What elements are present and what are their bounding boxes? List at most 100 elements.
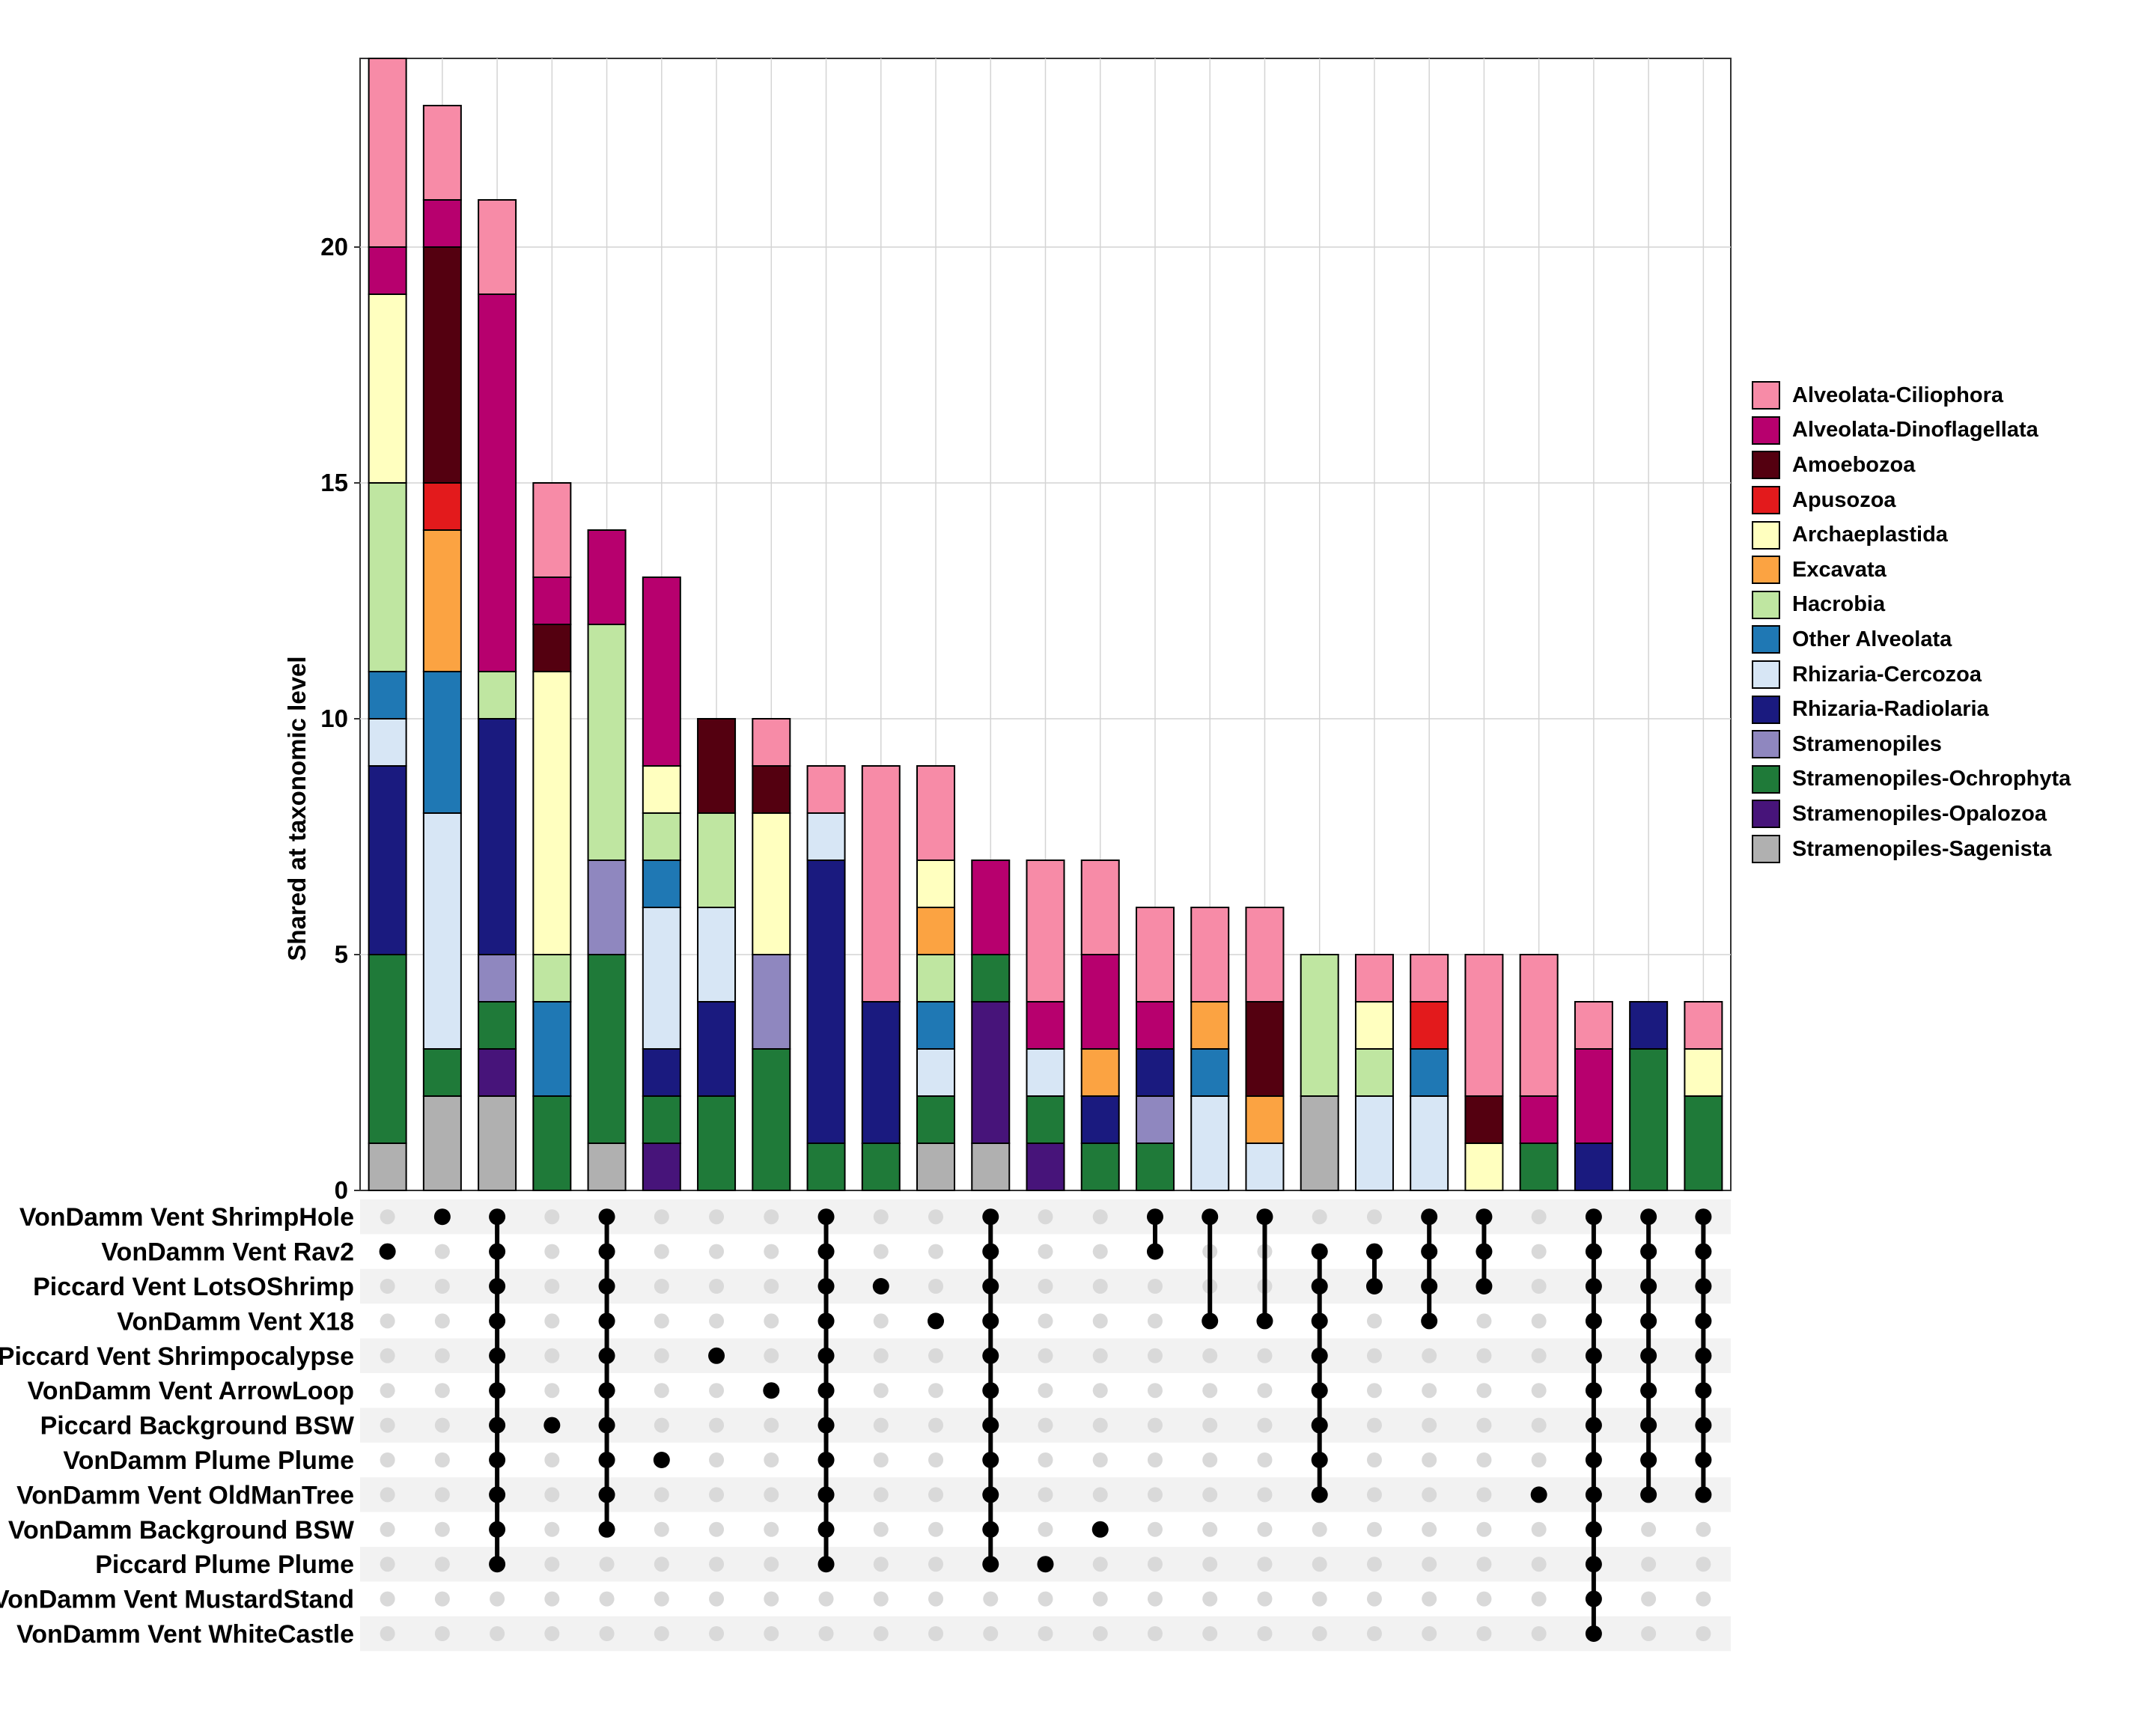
matrix-dot-empty	[1147, 1521, 1163, 1537]
legend-item: Stramenopiles-Opalozoa	[1752, 797, 2071, 832]
bar-segment	[1354, 1095, 1394, 1191]
legend-item: Rhizaria-Radiolaria	[1752, 692, 2071, 727]
set-label: VonDamm Plume Plume	[63, 1446, 354, 1475]
bar-segment	[587, 624, 627, 861]
matrix-dot-filled	[598, 1452, 615, 1468]
matrix-dot-empty	[1476, 1313, 1492, 1329]
bar-segment	[1354, 1048, 1394, 1097]
bar-segment	[916, 765, 956, 861]
matrix-dot-empty	[1202, 1383, 1218, 1399]
legend-item: Stramenopiles-Ochrophyta	[1752, 762, 2071, 797]
matrix-dot-empty	[1092, 1348, 1108, 1363]
matrix-dot-filled	[817, 1521, 835, 1538]
matrix-dot-empty	[1147, 1348, 1163, 1363]
bar-segment	[478, 954, 517, 1003]
bar-segment	[1245, 1001, 1285, 1097]
bar-segment	[1080, 860, 1120, 955]
bar-segment	[752, 718, 791, 767]
matrix-dot-filled	[598, 1521, 615, 1538]
matrix-dot-filled	[1530, 1486, 1547, 1503]
matrix-dot-empty	[1202, 1348, 1218, 1363]
bar-segment	[1080, 1048, 1120, 1097]
bar-segment	[1519, 1143, 1559, 1191]
bar-segment	[861, 1143, 901, 1191]
bar-segment	[368, 718, 407, 767]
bar-segment	[368, 954, 407, 1144]
bar-segment	[422, 1095, 462, 1191]
matrix-dot-filled	[1640, 1208, 1657, 1226]
matrix-dot-filled	[433, 1208, 451, 1226]
matrix-dot-empty	[1257, 1591, 1273, 1607]
bar-segment	[642, 860, 681, 908]
matrix-dot-empty	[709, 1557, 725, 1572]
matrix-dot-empty	[1531, 1383, 1547, 1399]
matrix-dot-filled	[872, 1278, 889, 1294]
matrix-dot-filled	[817, 1278, 835, 1294]
matrix-dot-empty	[380, 1487, 395, 1503]
matrix-dot-filled	[1585, 1556, 1602, 1573]
matrix-dot-empty	[654, 1521, 669, 1537]
matrix-dot-empty	[1038, 1209, 1053, 1225]
matrix-dot-filled	[1585, 1243, 1602, 1260]
bar-segment	[642, 812, 681, 861]
bar-segment	[368, 1143, 407, 1191]
bar-segment	[1410, 1001, 1449, 1050]
matrix-dot-empty	[544, 1313, 560, 1329]
matrix-dot-empty	[873, 1521, 889, 1537]
matrix-dot-filled	[489, 1243, 506, 1260]
bar-segment	[1080, 1095, 1120, 1144]
bar-segment	[1190, 1001, 1230, 1050]
matrix-dot-empty	[709, 1591, 725, 1607]
matrix-dot-empty	[873, 1452, 889, 1467]
matrix-dot-empty	[928, 1591, 944, 1607]
matrix-dot-empty	[1641, 1591, 1657, 1607]
bar-segment	[861, 1001, 901, 1144]
bar-segment	[1026, 1143, 1065, 1191]
legend-swatch	[1752, 835, 1780, 864]
matrix-dot-empty	[1092, 1313, 1108, 1329]
matrix-dot-empty	[928, 1487, 944, 1503]
matrix-dot-empty	[764, 1557, 779, 1572]
bar-segment	[1684, 1095, 1723, 1191]
bar-segment	[697, 812, 737, 908]
matrix-dot-empty	[1038, 1626, 1053, 1641]
matrix-dot-filled	[1037, 1556, 1054, 1573]
bar-segment	[1574, 1143, 1613, 1191]
bar-stack	[806, 765, 846, 1191]
set-label: VonDamm Background BSW	[8, 1516, 355, 1545]
matrix-dot-filled	[1421, 1208, 1438, 1226]
matrix-dot-empty	[928, 1244, 944, 1259]
matrix-dot-empty	[544, 1487, 560, 1503]
matrix-dot-empty	[1476, 1452, 1492, 1467]
matrix-dot-filled	[928, 1312, 945, 1330]
bar-segment	[1245, 907, 1285, 1003]
matrix-dot-empty	[1257, 1487, 1273, 1503]
matrix-dot-empty	[380, 1313, 395, 1329]
bar-segment	[642, 1048, 681, 1097]
bar-segment	[916, 1095, 956, 1144]
matrix-dot-filled	[1476, 1243, 1493, 1260]
legend-swatch	[1752, 695, 1780, 724]
matrix-dot-empty	[1366, 1591, 1382, 1607]
bar-segment	[532, 482, 572, 578]
bar-segment	[1026, 1001, 1065, 1050]
bar-segment	[1574, 1001, 1613, 1050]
bar-segment	[971, 1143, 1011, 1191]
matrix-dot-filled	[1365, 1278, 1383, 1294]
matrix-dot-filled	[598, 1347, 615, 1364]
set-label: Piccard Vent Shrimpocalypse	[0, 1342, 354, 1371]
matrix-dot-empty	[1366, 1452, 1382, 1467]
matrix-dot-filled	[598, 1382, 615, 1399]
bar-stack	[642, 576, 681, 1191]
matrix-dot-empty	[1531, 1521, 1547, 1537]
matrix-dot-empty	[1641, 1557, 1657, 1572]
bar-segment	[368, 293, 407, 484]
matrix-dot-empty	[1641, 1521, 1657, 1537]
legend-swatch	[1752, 451, 1780, 480]
bar-segment	[1190, 907, 1230, 1003]
matrix-dot-empty	[1312, 1209, 1327, 1225]
matrix-dot-empty	[1531, 1626, 1547, 1641]
matrix-dot-filled	[1311, 1452, 1328, 1468]
matrix-dot-empty	[654, 1557, 669, 1572]
matrix-dot-empty	[764, 1279, 779, 1294]
